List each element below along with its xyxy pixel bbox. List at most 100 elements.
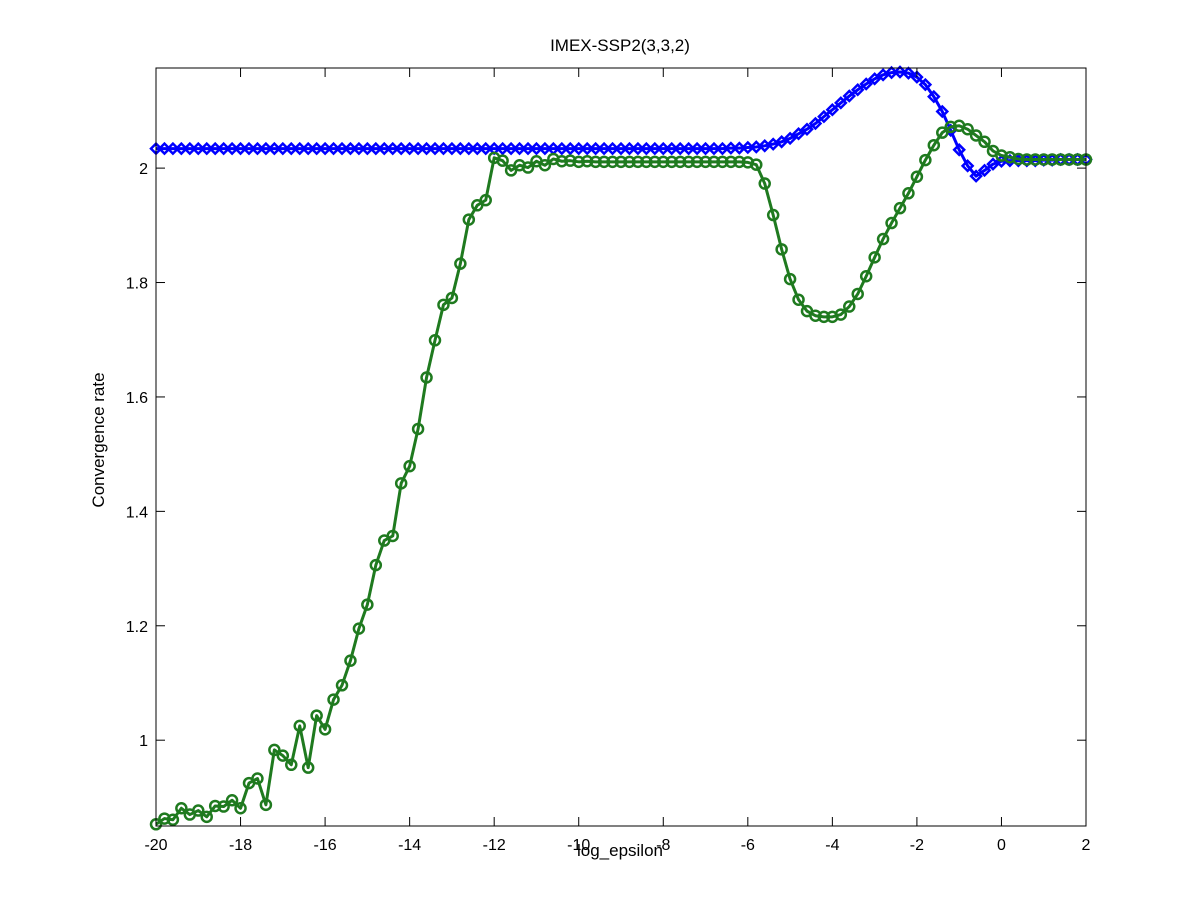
x-axis-label: log_epsilon — [577, 841, 663, 860]
data-point-diamond — [419, 141, 434, 156]
data-point-diamond — [800, 122, 814, 136]
data-point-circle — [969, 129, 983, 142]
data-point-diamond — [605, 141, 620, 156]
data-point-circle — [479, 193, 492, 207]
data-point-diamond — [335, 141, 349, 156]
series-layer — [149, 65, 1093, 831]
data-point-circle — [902, 187, 915, 200]
data-point-diamond — [656, 141, 671, 156]
data-point-diamond — [385, 141, 400, 156]
y-tick-label: 1 — [139, 733, 148, 750]
data-point-diamond — [292, 141, 307, 156]
chart-title: IMEX-SSP2(3,3,2) — [550, 36, 690, 55]
data-point-diamond — [233, 141, 248, 156]
data-point-diamond — [580, 141, 594, 156]
data-point-circle — [496, 154, 509, 167]
data-point-circle — [995, 149, 1008, 162]
data-point-diamond — [369, 141, 383, 156]
data-point-circle — [1012, 152, 1025, 166]
data-point-circle — [724, 155, 738, 169]
data-point-circle — [394, 477, 408, 490]
data-point-circle — [766, 208, 780, 222]
data-point-circle — [192, 804, 205, 817]
data-point-diamond — [664, 141, 679, 156]
x-tick-label: -2 — [910, 837, 924, 854]
data-point-diamond — [360, 141, 375, 156]
data-point-diamond — [521, 141, 535, 156]
data-point-diamond — [563, 141, 578, 156]
data-point-diamond — [183, 141, 197, 156]
data-point-circle — [268, 743, 281, 757]
data-point-circle — [276, 749, 290, 762]
data-point-diamond — [216, 141, 231, 156]
data-point-diamond — [208, 141, 222, 156]
data-point-diamond — [774, 135, 789, 149]
data-point-circle — [597, 155, 611, 169]
data-point-circle — [462, 213, 476, 226]
data-point-circle — [234, 802, 247, 815]
data-point-diamond — [174, 141, 189, 156]
data-point-circle — [1003, 150, 1017, 164]
x-tick-label: 2 — [1082, 837, 1091, 854]
data-point-diamond — [402, 141, 417, 156]
data-point-circle — [352, 622, 366, 635]
data-point-diamond — [411, 141, 425, 156]
data-point-diamond — [859, 77, 873, 91]
data-point-circle — [944, 120, 957, 134]
data-point-diamond — [681, 141, 696, 156]
data-point-circle — [386, 529, 399, 543]
data-point-circle — [454, 257, 467, 270]
data-point-diamond — [935, 104, 950, 119]
data-point-circle — [919, 153, 932, 167]
data-point-circle — [733, 155, 746, 169]
data-point-circle — [936, 126, 949, 139]
data-point-diamond — [597, 141, 611, 156]
data-point-diamond — [825, 102, 840, 117]
data-point-circle — [699, 155, 712, 169]
data-point-circle — [783, 272, 797, 286]
data-point-circle — [217, 800, 230, 813]
data-point-diamond — [808, 116, 823, 131]
data-point-diamond — [842, 89, 857, 103]
data-point-circle — [318, 723, 332, 736]
y-tick-label: 1.4 — [126, 504, 148, 521]
data-point-circle — [420, 371, 433, 384]
data-point-diamond — [977, 163, 992, 178]
data-point-diamond — [394, 141, 408, 156]
data-point-circle — [580, 154, 594, 168]
data-point-circle — [327, 693, 340, 706]
data-point-diamond — [284, 141, 299, 156]
data-point-diamond — [901, 66, 916, 80]
data-point-circle — [792, 293, 805, 306]
data-point-diamond — [969, 169, 983, 183]
data-point-circle — [648, 155, 662, 169]
data-point-diamond — [352, 141, 366, 156]
data-point-circle — [707, 155, 721, 169]
data-point-circle — [521, 161, 535, 174]
data-point-circle — [623, 155, 636, 169]
data-point-diamond — [783, 131, 797, 146]
data-point-diamond — [724, 141, 738, 155]
data-point-diamond — [555, 141, 569, 156]
data-point-circle — [200, 810, 213, 824]
data-point-circle — [225, 794, 239, 807]
data-point-diamond — [478, 141, 493, 156]
data-point-diamond — [960, 159, 975, 173]
data-point-circle — [589, 155, 602, 169]
data-point-circle — [657, 155, 670, 169]
data-point-circle — [868, 251, 881, 264]
data-point-diamond — [631, 141, 645, 156]
data-point-diamond — [614, 141, 628, 156]
data-point-diamond — [157, 141, 172, 156]
data-point-circle — [1037, 153, 1050, 166]
data-point-circle — [555, 154, 569, 168]
data-point-circle — [859, 269, 873, 283]
ticks-layer: -20 -18 -16 -14 -12 -10 -8 -6 -4 -2 0 211.21.41.61.… — [126, 68, 1091, 854]
x-tick-label: -4 — [825, 837, 839, 854]
data-point-circle — [1071, 153, 1084, 166]
data-point-diamond — [377, 141, 392, 156]
y-tick-label: 1.8 — [126, 276, 148, 293]
data-point-diamond — [817, 109, 831, 124]
